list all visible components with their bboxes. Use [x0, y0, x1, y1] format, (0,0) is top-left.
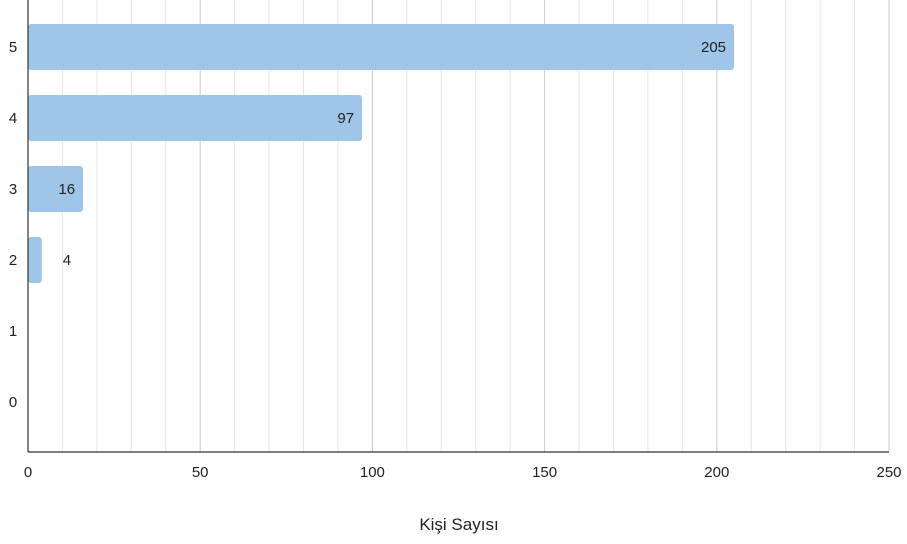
- data-label: 205: [701, 39, 726, 56]
- data-label: 16: [58, 181, 75, 198]
- y-tick-label: 1: [9, 323, 17, 340]
- bar: [28, 95, 363, 141]
- y-tick-label: 2: [9, 252, 17, 269]
- data-label: 97: [337, 110, 354, 127]
- y-tick-label: 4: [9, 110, 17, 127]
- x-axis-title: Kişi Sayısı: [419, 515, 498, 534]
- y-tick-label: 3: [9, 181, 17, 198]
- x-tick-label: 150: [532, 464, 557, 481]
- bar: [28, 237, 42, 283]
- x-tick-label: 0: [24, 464, 32, 481]
- y-tick-label: 5: [9, 39, 17, 56]
- data-labels: 205 97 16 4: [58, 39, 726, 269]
- bar: [28, 24, 735, 70]
- data-label: 4: [63, 252, 71, 269]
- x-tick-label: 100: [360, 464, 385, 481]
- x-tick-labels: 0 50 100 150 200 250: [24, 464, 902, 481]
- grid-lines: [61, 0, 890, 452]
- bars: [28, 24, 735, 283]
- y-tick-label: 0: [9, 394, 17, 411]
- x-tick-label: 250: [876, 464, 901, 481]
- bar: [28, 166, 84, 212]
- x-tick-label: 200: [704, 464, 729, 481]
- x-tick-label: 50: [192, 464, 209, 481]
- y-tick-labels: 5 4 3 2 1 0: [9, 39, 17, 411]
